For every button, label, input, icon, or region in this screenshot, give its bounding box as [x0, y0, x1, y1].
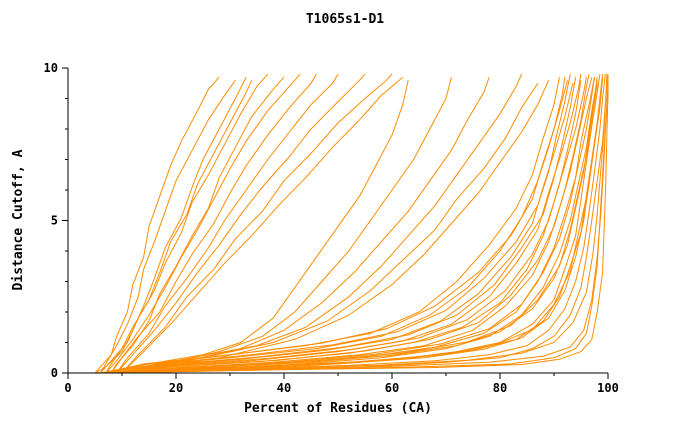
- model-curve: [100, 74, 609, 374]
- model-curve: [100, 80, 568, 374]
- model-curve: [116, 83, 539, 374]
- x-tick-label: 80: [493, 381, 507, 395]
- model-curve: [121, 74, 571, 374]
- model-curve: [105, 77, 566, 374]
- x-axis-label: Percent of Residues (CA): [244, 401, 432, 416]
- model-curve: [99, 79, 236, 374]
- model-curve: [111, 77, 595, 374]
- model-curve: [100, 73, 269, 374]
- model-curve: [105, 80, 409, 374]
- x-tick-label: 40: [277, 381, 291, 395]
- model-curve: [121, 79, 550, 374]
- model-curve: [94, 76, 247, 374]
- chart-title: T1065s1-D1: [306, 12, 384, 27]
- model-curve: [116, 73, 339, 374]
- model-curve: [121, 77, 577, 374]
- y-tick-label: 0: [51, 366, 58, 380]
- model-curve: [111, 77, 490, 374]
- model-curve: [121, 76, 404, 374]
- y-tick-label: 5: [51, 214, 58, 228]
- y-tick-label: 10: [44, 61, 58, 75]
- model-curve: [100, 74, 606, 374]
- model-curve: [94, 74, 608, 374]
- model-curve: [100, 77, 593, 374]
- model-curve: [121, 73, 393, 374]
- model-curve: [116, 80, 582, 374]
- model-curve: [105, 74, 601, 374]
- model-curve: [105, 73, 301, 374]
- model-curve: [105, 74, 582, 374]
- model-curve: [111, 80, 598, 374]
- model-curve: [116, 73, 590, 374]
- model-curve: [105, 74, 609, 374]
- x-tick-label: 20: [169, 381, 183, 395]
- model-curve: [111, 77, 452, 374]
- model-curve: [100, 83, 598, 374]
- model-curve: [94, 74, 604, 374]
- model-curve: [94, 76, 220, 374]
- model-curve: [100, 83, 609, 374]
- axes: 0 20 40 60 80 100 0 5 10: [44, 61, 619, 395]
- x-tick-label: 60: [385, 381, 399, 395]
- model-curve: [110, 73, 317, 374]
- model-curve: [116, 73, 366, 374]
- model-curve: [111, 83, 574, 374]
- x-tick-label: 100: [597, 381, 619, 395]
- series-lines: [94, 73, 609, 374]
- y-axis-label: Distance Cutoff, A: [11, 149, 26, 290]
- model-curve: [105, 79, 253, 374]
- model-curve: [110, 76, 285, 374]
- x-tick-label: 0: [64, 381, 71, 395]
